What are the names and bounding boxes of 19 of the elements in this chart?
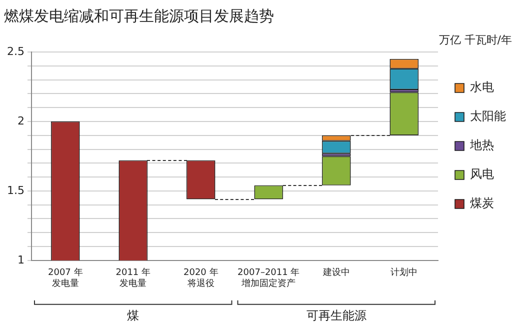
y-tick-label: 2 (17, 114, 24, 128)
y-tick-label: 1.5 (6, 184, 24, 197)
legend-label: 地热 (469, 138, 494, 152)
text: 可再生能源 (306, 308, 366, 323)
legend-label: 煤炭 (470, 196, 494, 210)
y-tick-label: 1 (17, 253, 24, 266)
legend-label: 水电 (470, 80, 494, 94)
y-axis-title: 万亿 千瓦时/年 (438, 33, 512, 46)
x-tick-label: 2007–2011 年增加固定资产 (238, 267, 300, 289)
y-tick-label: 2.5 (6, 44, 24, 58)
text: 煤 (127, 308, 140, 323)
x-tick-label: 2020 年将退役 (183, 267, 218, 289)
x-tick-label: 2011 年发电量 (116, 267, 151, 289)
legend-label: 风电 (470, 167, 494, 182)
x-tick-label: 计划中 (390, 267, 418, 278)
x-tick-label: 建设中 (322, 267, 350, 278)
x-tick-label: 2007 年发电量 (48, 267, 83, 289)
legend-label: 太阳能 (470, 109, 506, 124)
chart-title: 燃煤发电缩减和可再生能源项目发展趋势 (4, 6, 274, 25)
